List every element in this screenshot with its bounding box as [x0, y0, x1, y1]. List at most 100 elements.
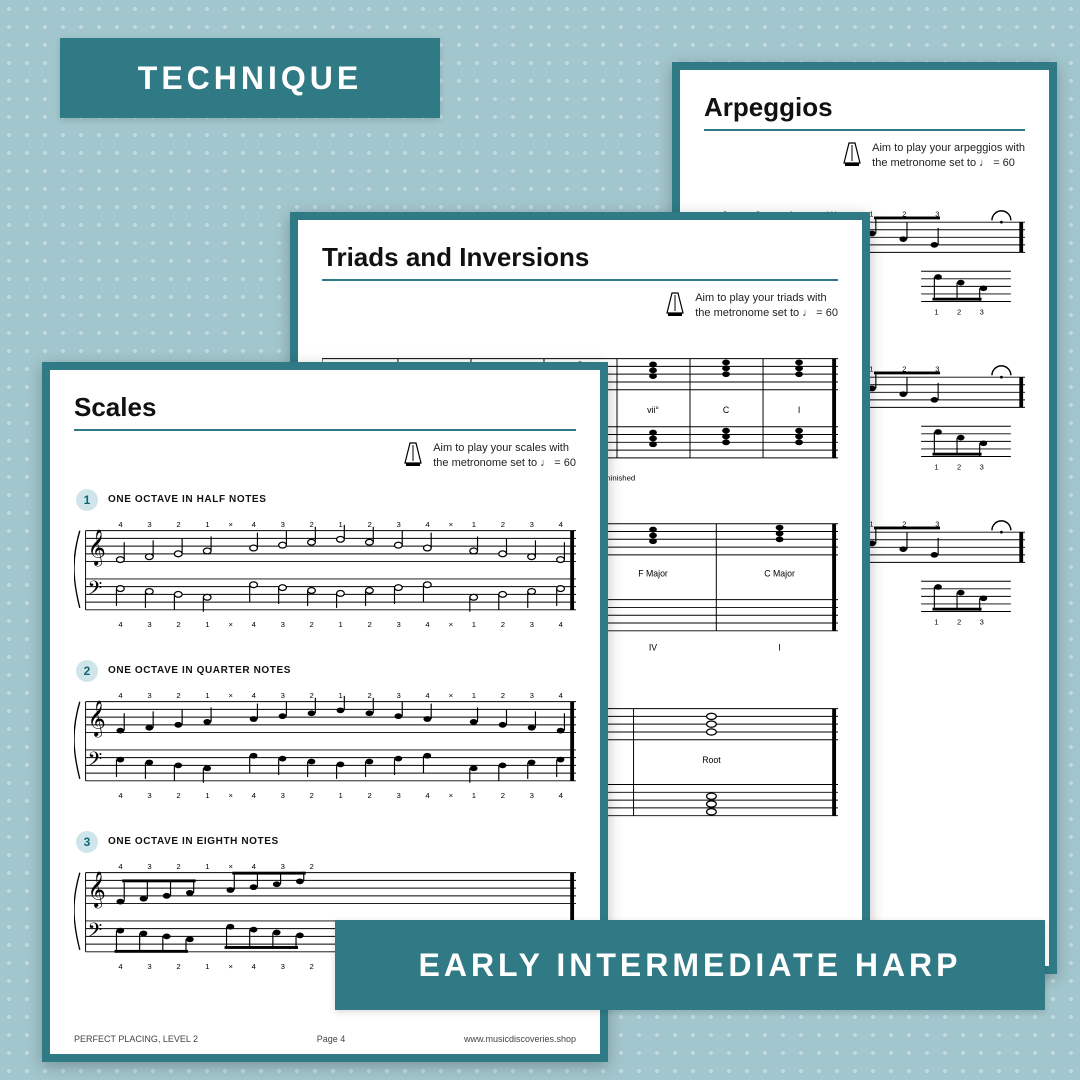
scales-staff-2: 𝄞 𝄢 4321×4321234×1234: [74, 688, 576, 808]
svg-text:2: 2: [957, 617, 961, 626]
fingerings-top: 4321×4321234×1234: [118, 519, 563, 528]
svg-text:2: 2: [367, 519, 371, 528]
banner-technique: TECHNIQUE: [60, 38, 440, 118]
svg-text:4: 4: [118, 620, 123, 629]
tip-line-1: Aim to play your arpeggios with: [872, 141, 1025, 156]
svg-text:2: 2: [176, 861, 180, 870]
tip-line-1: Aim to play your triads with: [695, 291, 838, 306]
svg-text:3: 3: [147, 962, 151, 971]
svg-text:4: 4: [425, 690, 430, 699]
svg-text:Root: Root: [702, 755, 721, 765]
svg-text:IV: IV: [649, 642, 657, 652]
metronome-icon: [403, 441, 423, 467]
tip-line-1: Aim to play your scales with: [433, 441, 576, 456]
svg-text:4: 4: [252, 519, 257, 528]
svg-text:4: 4: [252, 861, 257, 870]
exercise-number-badge: 3: [76, 831, 98, 853]
banner-level: EARLY INTERMEDIATE HARP: [335, 920, 1045, 1010]
svg-text:4: 4: [559, 519, 564, 528]
svg-text:2: 2: [501, 791, 505, 800]
svg-text:3: 3: [281, 861, 285, 870]
footer-mid: Page 4: [317, 1034, 346, 1044]
page-title: Arpeggios: [704, 92, 1025, 123]
svg-text:3: 3: [147, 690, 151, 699]
svg-text:×: ×: [228, 962, 233, 971]
svg-text:1: 1: [339, 519, 343, 528]
svg-text:2: 2: [310, 620, 314, 629]
svg-text:I: I: [778, 642, 780, 652]
svg-text:2: 2: [310, 962, 314, 971]
footer-right: www.musicdiscoveries.shop: [464, 1034, 576, 1044]
svg-text:1: 1: [339, 690, 343, 699]
svg-text:1: 1: [339, 791, 343, 800]
svg-text:×: ×: [449, 791, 454, 800]
svg-text:2: 2: [310, 690, 314, 699]
svg-text:2: 2: [310, 791, 314, 800]
exercise-label-1: 1 ONE OCTAVE IN HALF NOTES: [76, 489, 576, 511]
svg-text:3: 3: [281, 519, 285, 528]
svg-text:1: 1: [339, 620, 343, 629]
title-rule: [74, 429, 576, 431]
tip-line-2: the metronome set to ♩ = 60: [872, 156, 1025, 171]
svg-text:3: 3: [147, 620, 151, 629]
metronome-icon: [842, 141, 862, 167]
svg-text:×: ×: [228, 519, 233, 528]
svg-text:3: 3: [396, 519, 400, 528]
svg-text:1: 1: [205, 962, 209, 971]
svg-text:4: 4: [425, 519, 430, 528]
svg-text:2: 2: [176, 962, 180, 971]
svg-text:2: 2: [957, 462, 961, 471]
svg-text:4: 4: [425, 791, 430, 800]
page-title: Scales: [74, 392, 576, 423]
metronome-tip: Aim to play your scales with the metrono…: [74, 441, 576, 471]
svg-text:4: 4: [252, 690, 257, 699]
footer-left: PERFECT PLACING, LEVEL 2: [74, 1034, 198, 1044]
svg-text:4: 4: [118, 519, 123, 528]
svg-text:1: 1: [472, 690, 476, 699]
svg-text:2: 2: [310, 519, 314, 528]
svg-text:C: C: [723, 405, 729, 415]
svg-text:4: 4: [425, 620, 430, 629]
svg-text:𝄞: 𝄞: [88, 871, 106, 908]
svg-text:2: 2: [176, 519, 180, 528]
exercise-number-badge: 1: [76, 489, 98, 511]
svg-text:2: 2: [501, 519, 505, 528]
svg-text:×: ×: [228, 690, 233, 699]
svg-text:2: 2: [957, 307, 961, 316]
svg-text:3: 3: [147, 861, 151, 870]
svg-text:1: 1: [934, 462, 938, 471]
svg-text:3: 3: [147, 519, 151, 528]
svg-text:3: 3: [530, 519, 534, 528]
svg-text:1: 1: [205, 690, 209, 699]
svg-text:1: 1: [934, 307, 938, 316]
svg-text:×: ×: [228, 620, 233, 629]
svg-text:×: ×: [449, 620, 454, 629]
exercise-label-2: 2 ONE OCTAVE IN QUARTER NOTES: [76, 660, 576, 682]
svg-text:4: 4: [118, 791, 123, 800]
svg-text:3: 3: [281, 962, 285, 971]
svg-text:2: 2: [501, 690, 505, 699]
svg-text:3: 3: [281, 690, 285, 699]
svg-text:3: 3: [980, 307, 984, 316]
metronome-tip: Aim to play your triads with the metrono…: [322, 291, 838, 321]
svg-text:2: 2: [176, 690, 180, 699]
scales-staff-1: 𝄞 𝄢 4321×4321234×1234: [74, 517, 576, 637]
svg-text:4: 4: [559, 791, 564, 800]
page-footer: PERFECT PLACING, LEVEL 2 Page 4 www.musi…: [74, 1034, 576, 1044]
exercise-name: ONE OCTAVE IN EIGHTH NOTES: [108, 836, 279, 847]
svg-text:1: 1: [205, 791, 209, 800]
tip-line-2: the metronome set to ♩ = 60: [695, 306, 838, 321]
svg-text:4: 4: [559, 690, 564, 699]
svg-text:2: 2: [176, 791, 180, 800]
svg-text:C Major: C Major: [764, 568, 795, 578]
svg-text:𝄢: 𝄢: [88, 749, 103, 775]
tip-line-2: the metronome set to ♩ = 60: [433, 456, 576, 471]
svg-text:3: 3: [530, 690, 534, 699]
svg-text:1: 1: [205, 620, 209, 629]
metronome-icon: [665, 291, 685, 317]
exercise-name: ONE OCTAVE IN QUARTER NOTES: [108, 665, 291, 676]
svg-text:3: 3: [980, 617, 984, 626]
svg-text:1: 1: [472, 791, 476, 800]
svg-text:3: 3: [147, 791, 151, 800]
svg-text:1: 1: [205, 861, 209, 870]
